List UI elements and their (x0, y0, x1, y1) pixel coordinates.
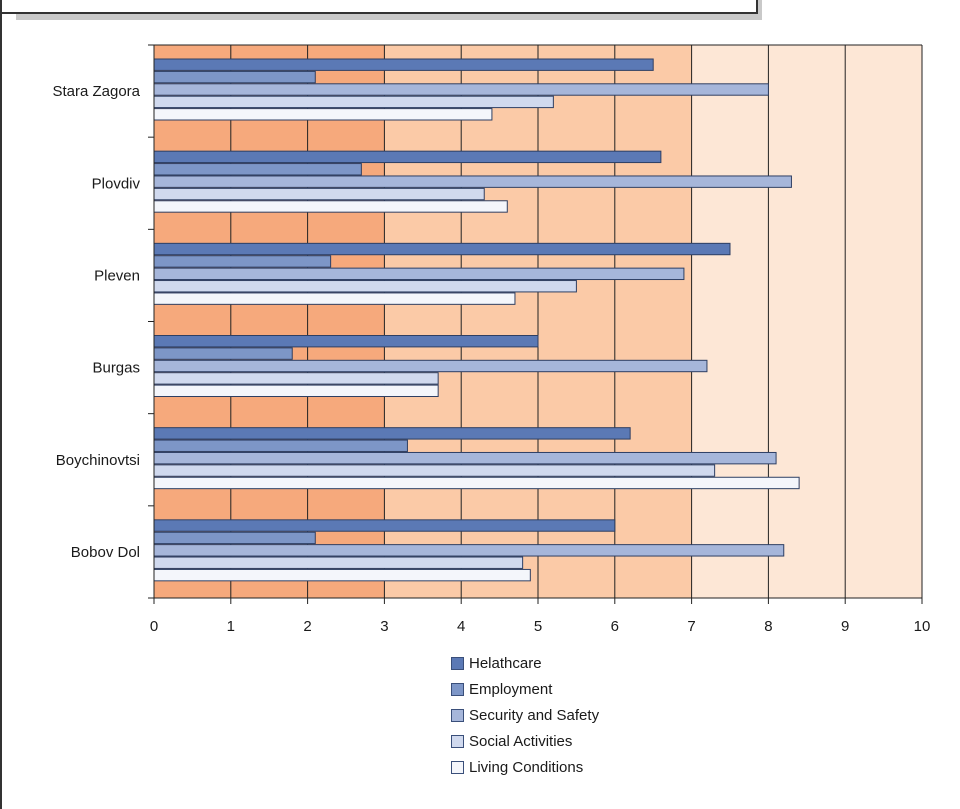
y-category-label: Stara Zagora (52, 83, 140, 100)
y-category-label: Burgas (92, 360, 140, 377)
x-tick-label: 5 (534, 618, 542, 635)
bar-burgas-living-conditions (153, 384, 439, 398)
x-tick-label: 10 (914, 618, 931, 635)
bar-stara-zagora-social-activities (153, 95, 554, 109)
bar-stara-zagora-helathcare (153, 58, 654, 71)
bar-bobov-dol-helathcare (153, 519, 616, 532)
background-bands (154, 45, 922, 598)
bar-pleven-employment (153, 255, 332, 268)
x-tick-label: 0 (150, 618, 158, 635)
bar-stara-zagora-living-conditions (153, 108, 493, 121)
legend: Helathcare Employment Security and Safety S… (451, 650, 599, 780)
bar-boychinovtsi-security-and-safety (153, 451, 777, 465)
bar-pleven-living-conditions (153, 292, 516, 305)
bars (153, 58, 800, 582)
legend-item-social-activities: Social Activities (451, 728, 599, 754)
bar-bobov-dol-employment (153, 531, 316, 545)
bar-bobov-dol-security-and-safety (153, 544, 785, 557)
bar-burgas-security-and-safety (153, 359, 708, 373)
x-tick-label: 7 (687, 618, 695, 635)
axes (148, 44, 923, 604)
bar-bobov-dol-social-activities (153, 556, 524, 569)
x-tick-label: 2 (303, 618, 311, 635)
bar-plovdiv-security-and-safety (153, 175, 792, 188)
frame-left-border (0, 12, 2, 809)
legend-label-employment: Employment (469, 680, 553, 698)
bar-burgas-employment (153, 347, 293, 360)
legend-swatch-social-activities (451, 734, 464, 748)
bar-boychinovtsi-employment (153, 439, 408, 452)
y-category-label: Pleven (94, 267, 140, 284)
legend-item-employment: Employment (451, 676, 599, 702)
legend-label-social-activities: Social Activities (469, 732, 573, 750)
bar-boychinovtsi-living-conditions (153, 476, 800, 490)
frame-box (0, 0, 758, 14)
x-tick-label: 8 (764, 618, 772, 635)
x-tick-label: 6 (611, 618, 619, 635)
bar-stara-zagora-employment (153, 70, 316, 84)
legend-item-security-and-safety: Security and Safety (451, 702, 599, 728)
bar-stara-zagora-security-and-safety (153, 83, 769, 96)
bar-plovdiv-helathcare (153, 150, 662, 164)
bar-chart: 0 1 2 3 4 5 6 7 8 9 10 Stara Zagora Plovdiv Pleven Bu… (52, 44, 931, 635)
background-band-2 (691, 45, 922, 598)
legend-label-security-and-safety: Security and Safety (469, 706, 600, 724)
bar-boychinovtsi-helathcare (153, 427, 631, 440)
legend-swatch-employment (451, 682, 464, 696)
x-tick-labels: 0 1 2 3 4 5 6 7 8 9 10 (150, 618, 931, 635)
bar-plovdiv-living-conditions (153, 200, 508, 213)
legend-swatch-security-and-safety (451, 708, 464, 722)
bar-boychinovtsi-social-activities (153, 464, 716, 477)
y-category-label: Bobov Dol (71, 544, 140, 561)
y-category-label: Plovdiv (92, 175, 141, 192)
background-band-0 (154, 45, 385, 598)
bar-burgas-helathcare (153, 335, 539, 348)
gridlines (230, 45, 923, 598)
x-tick-label: 1 (227, 618, 235, 635)
legend-label-living-conditions: Living Conditions (469, 758, 584, 776)
y-category-label: Boychinovtsi (56, 452, 140, 469)
bar-pleven-social-activities (153, 280, 577, 293)
legend-swatch-living-conditions (451, 760, 464, 774)
bar-plovdiv-social-activities (153, 187, 485, 201)
legend-label-helathcare: Helathcare (469, 654, 542, 672)
bar-bobov-dol-living-conditions (153, 568, 531, 582)
legend-item-living-conditions: Living Conditions (451, 754, 599, 780)
legend-item-helathcare: Helathcare (451, 650, 599, 676)
bar-pleven-security-and-safety (153, 267, 685, 281)
bar-plovdiv-employment (153, 163, 362, 176)
y-category-labels: Stara Zagora Plovdiv Pleven Burgas Boychinov… (52, 83, 140, 561)
x-tick-label: 9 (841, 618, 849, 635)
x-tick-label: 3 (380, 618, 388, 635)
bar-burgas-social-activities (153, 372, 439, 385)
bar-pleven-helathcare (153, 242, 731, 256)
legend-swatch-helathcare (451, 656, 464, 670)
x-tick-label: 4 (457, 618, 465, 635)
